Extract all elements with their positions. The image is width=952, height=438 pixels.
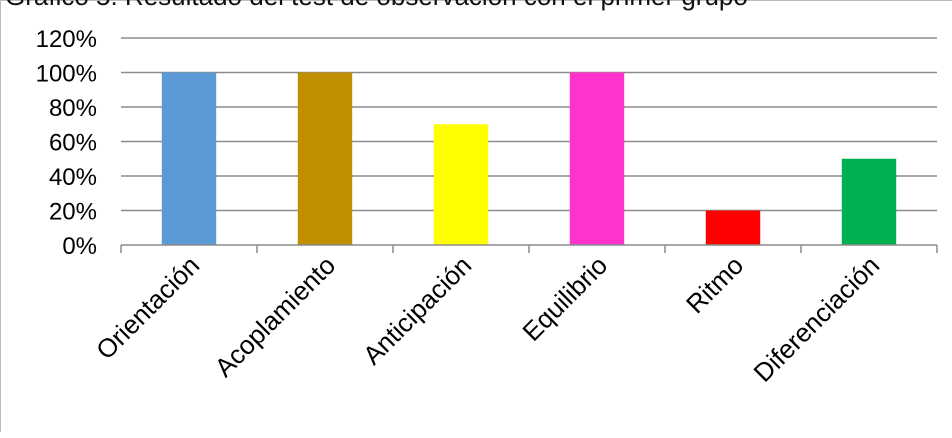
x-category-label: Orientación	[90, 250, 205, 365]
gridlines	[121, 37, 937, 212]
y-tick-label: 60%	[49, 130, 97, 157]
bars	[161, 72, 897, 245]
chart-title-partial: Gráfico 5. Resultado del test de observa…	[5, 0, 748, 12]
x-category-label: Ritmo	[680, 250, 749, 319]
x-category-label: Anticipación	[357, 250, 477, 370]
y-tick-label: 20%	[49, 199, 97, 226]
bar-orientación	[161, 72, 217, 245]
x-category-label: Diferenciación	[748, 250, 886, 388]
bar-acoplamiento	[297, 72, 353, 245]
x-category-label: Acoplamiento	[209, 250, 342, 383]
bar-diferenciación	[841, 158, 897, 245]
y-tick-label: 100%	[36, 61, 97, 88]
x-category-label: Equilibrio	[516, 250, 613, 347]
y-tick-label: 120%	[36, 26, 97, 53]
y-tick-label: 40%	[49, 164, 97, 191]
y-tick-label: 0%	[62, 233, 97, 260]
x-axis-category-labels: Orientación Acoplamiento Anticipación Equil…	[90, 250, 885, 388]
bar-ritmo	[705, 210, 761, 245]
bar-equilibrio	[569, 72, 625, 245]
bar-anticipación	[433, 124, 489, 245]
y-axis-tick-labels: 0% 20% 40% 60% 80% 100% 120%	[36, 26, 97, 260]
y-tick-label: 80%	[49, 95, 97, 122]
x-axis-ticks	[120, 245, 938, 253]
